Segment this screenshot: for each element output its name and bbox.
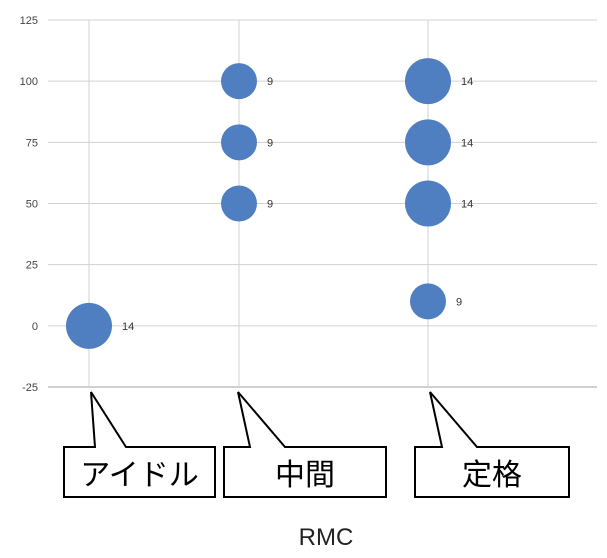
- bubble: [221, 185, 257, 222]
- callout-box: [223, 391, 387, 498]
- category-callouts: アイドル 中間 定格: [63, 391, 570, 498]
- bubble-size-label: 9: [267, 137, 273, 149]
- bubble-size-label: 14: [461, 199, 473, 211]
- bubble: [410, 283, 446, 320]
- y-tick-label: 75: [26, 137, 38, 149]
- callout-box: [63, 391, 216, 498]
- bubble: [221, 63, 257, 100]
- bubble: [66, 302, 112, 349]
- y-tick-label: 100: [20, 76, 38, 88]
- bubble: [405, 119, 451, 166]
- bubble: [221, 124, 257, 161]
- callout-label: 中間: [275, 458, 335, 493]
- y-tick-label: 125: [20, 15, 38, 27]
- y-tick-label: 0: [32, 321, 38, 333]
- y-axis-ticks: -25 0 25 50 75 100 125: [20, 15, 38, 394]
- bubble-size-label: 14: [122, 321, 134, 333]
- x-axis-label: RMC: [299, 524, 354, 551]
- y-tick-label: 25: [26, 260, 38, 272]
- bubble: [405, 180, 451, 227]
- bubble-size-label: 9: [456, 296, 462, 308]
- y-tick-label: -25: [22, 382, 38, 394]
- bubble-size-label: 9: [267, 199, 273, 211]
- bubble-labels: 14 9 9 9 14 14 14 9: [122, 76, 473, 333]
- callout-box: [414, 391, 570, 498]
- callout-label: 定格: [462, 458, 522, 493]
- bubbles: [66, 58, 451, 349]
- bubble-size-label: 9: [267, 76, 273, 88]
- bubble: [405, 58, 451, 105]
- y-tick-label: 50: [26, 199, 38, 211]
- callout-label: アイドル: [80, 458, 199, 493]
- bubble-size-label: 14: [461, 76, 473, 88]
- bubble-size-label: 14: [461, 137, 473, 149]
